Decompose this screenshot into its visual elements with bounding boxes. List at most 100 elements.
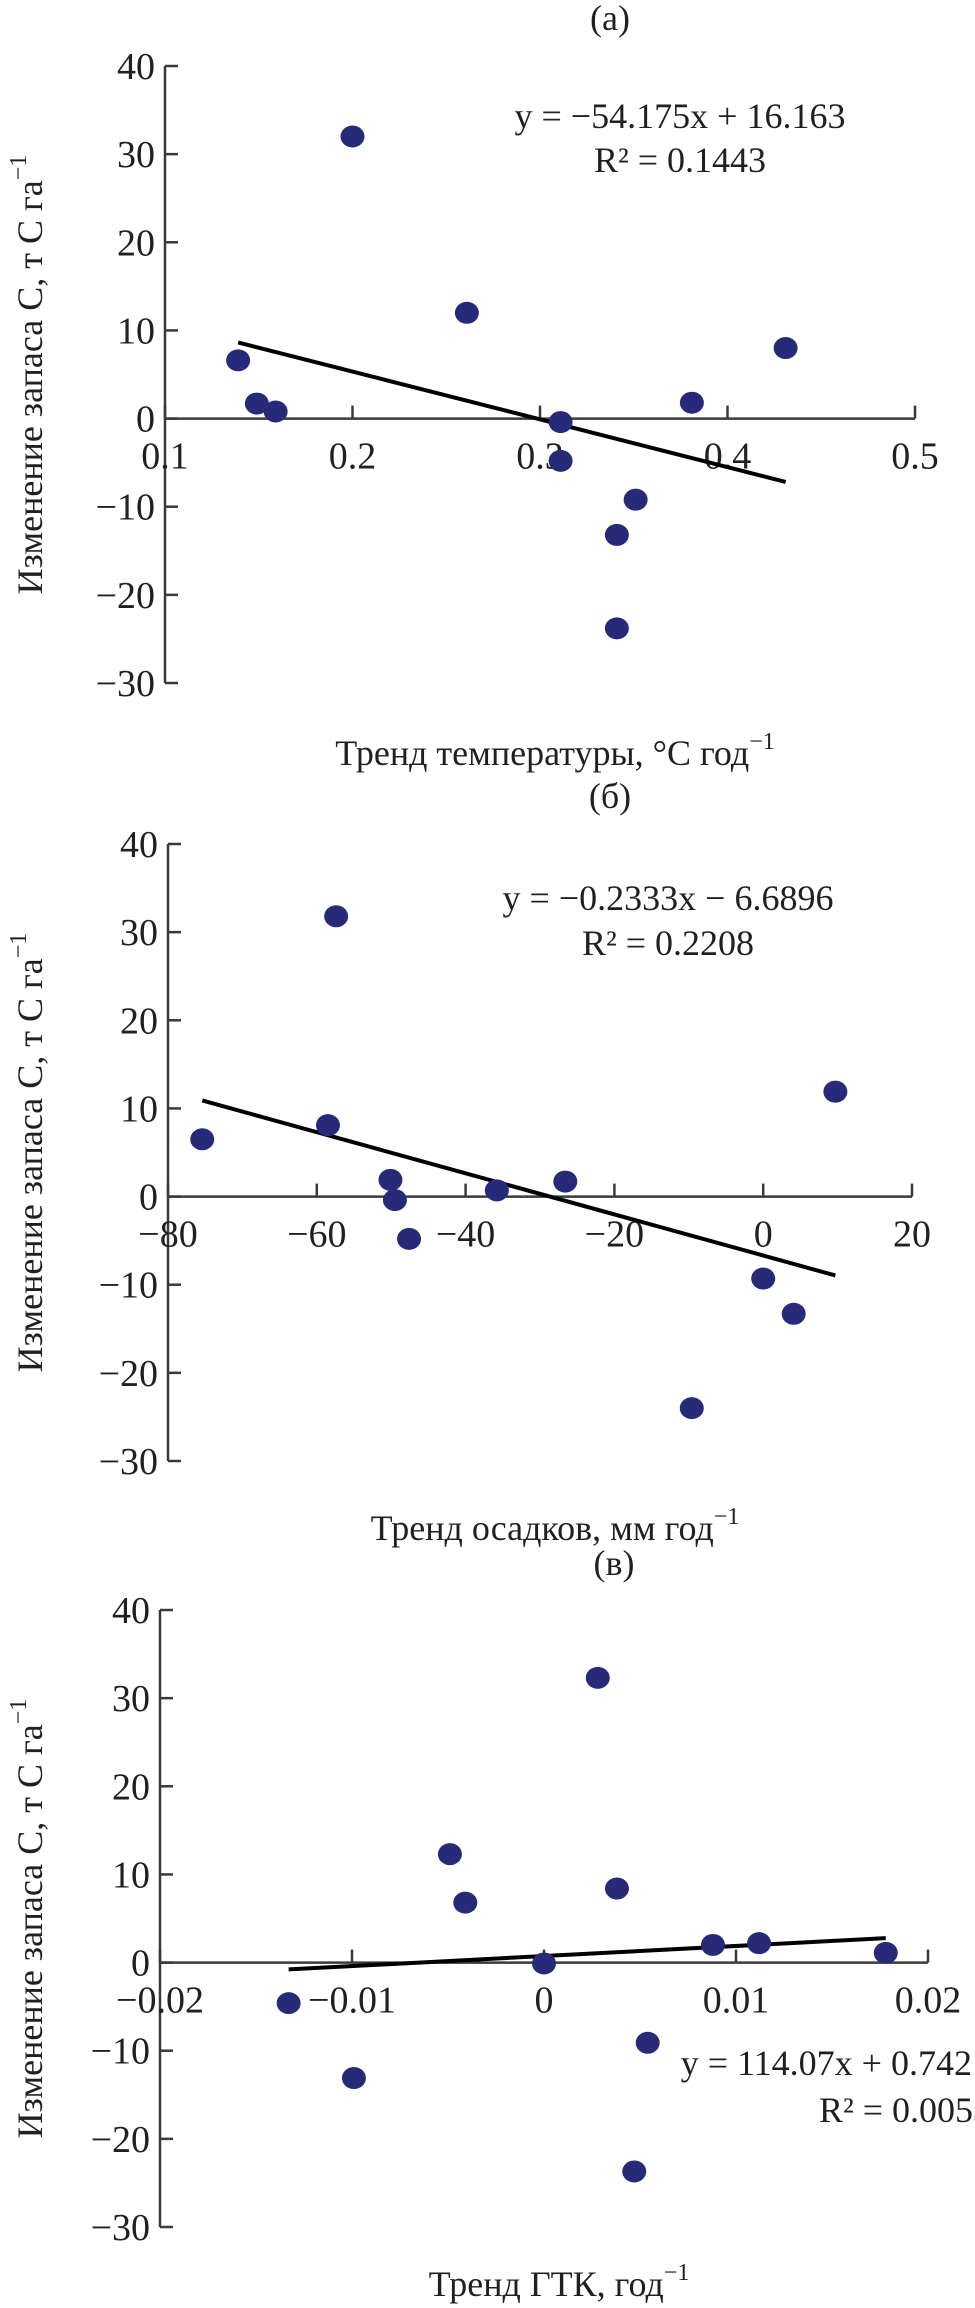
x-tick-label: −0.01	[308, 1980, 396, 2022]
data-point-6	[484, 1179, 509, 1202]
data-point-9	[700, 1933, 725, 1956]
y-tick-label: 40	[112, 1590, 150, 1632]
y-tick-label: 30	[117, 134, 155, 176]
y-tick-label: 20	[112, 1766, 150, 1808]
chart-panel-2: (в) −30 −20 −10 0 10 20 30 40 −0.02 −0.01 0 0.01 0.02…	[6, 1543, 975, 2304]
y-tick-label: 10	[112, 1854, 150, 1896]
x-tick-label: −0.02	[116, 1980, 204, 2022]
y-axis-label-exponent: −1	[6, 1699, 32, 1725]
x-tick-label: −80	[138, 1214, 197, 1256]
data-point-1	[341, 2067, 366, 2090]
trend-line	[288, 1936, 886, 1972]
y-tick-label: 30	[120, 912, 158, 954]
data-point-2	[437, 1843, 462, 1866]
data-point-9	[751, 1267, 776, 1290]
x-tick-label: 0.1	[141, 436, 189, 478]
data-point-4	[454, 301, 479, 324]
y-tick-label: 0	[139, 1177, 158, 1219]
y-axis-label: Изменение запаса С, т С га−1	[6, 155, 50, 595]
data-point-7	[623, 488, 648, 511]
x-tick-label: 0.5	[891, 436, 939, 478]
data-point-11	[873, 1941, 898, 1964]
x-tick-label: 0.2	[329, 436, 377, 478]
data-point-3	[340, 125, 365, 148]
x-axis-label: Тренд осадков, мм год−1	[371, 1504, 740, 1548]
y-tick-label: −10	[99, 1265, 158, 1307]
y-tick-label: −20	[91, 2119, 150, 2161]
x-axis-label-text: Тренд ГТК, год	[429, 2264, 664, 2304]
y-axis-label-exponent: −1	[6, 933, 32, 959]
data-point-8	[635, 2031, 660, 2054]
x-tick-label: −60	[287, 1214, 346, 1256]
y-axis-label-text: Изменение запаса С, т С га	[10, 180, 50, 594]
y-axis-label: Изменение запаса С, т С га−1	[6, 1699, 50, 2139]
panel-title: (а)	[590, 0, 630, 38]
data-point-9	[604, 617, 629, 640]
data-point-5	[585, 1666, 610, 1689]
y-tick-label: −30	[99, 1441, 158, 1483]
data-point-3	[453, 1891, 478, 1914]
y-tick-label: 40	[120, 824, 158, 866]
data-point-8	[679, 1397, 704, 1420]
data-point-7	[622, 2160, 647, 2183]
data-point-5	[397, 1227, 422, 1250]
x-axis-label: Тренд температуры, °С год−1	[335, 729, 775, 773]
trend-line	[201, 1098, 836, 1278]
x-axis-label: Тренд ГТК, год−1	[429, 2260, 690, 2304]
r-squared: R² = 0.0053	[819, 2090, 975, 2130]
y-axis-label: Изменение запаса С, т С га−1	[6, 933, 50, 1373]
r-squared: R² = 0.2208	[582, 923, 754, 963]
y-tick-label: 0	[136, 399, 155, 441]
data-point-2	[263, 400, 288, 423]
data-point-1	[315, 1114, 340, 1137]
y-axis-label-text: Изменение запаса С, т С га	[10, 958, 50, 1372]
panel-title: (в)	[594, 1543, 635, 1583]
y-tick-label: −10	[91, 2031, 150, 2073]
regression-equation: y = −54.175x + 16.163	[515, 96, 846, 136]
x-tick-label: 0	[754, 1214, 773, 1256]
r-squared: R² = 0.1443	[594, 140, 766, 180]
x-axis-label-text: Тренд осадков, мм год	[371, 1508, 714, 1548]
x-axis-label-exponent: −1	[749, 729, 775, 755]
y-tick-label: 20	[120, 1000, 158, 1042]
y-axis-label-exponent: −1	[6, 155, 32, 181]
data-point-0	[190, 1128, 215, 1151]
y-tick-label: −20	[96, 575, 155, 617]
y-tick-label: 0	[131, 1943, 150, 1985]
data-point-0	[276, 1992, 301, 2015]
x-tick-label: 0.02	[895, 1980, 962, 2022]
y-tick-label: 20	[117, 222, 155, 264]
data-point-3	[378, 1168, 403, 1191]
y-tick-label: −30	[96, 663, 155, 705]
data-point-10	[747, 1932, 772, 1955]
y-tick-label: −10	[96, 487, 155, 529]
data-point-10	[781, 1302, 806, 1325]
y-tick-label: −20	[99, 1353, 158, 1395]
data-point-7	[553, 1170, 578, 1193]
y-tick-label: 10	[117, 310, 155, 352]
trend-line	[237, 340, 787, 484]
data-point-11	[823, 1080, 848, 1103]
x-tick-label: 0.01	[703, 1980, 770, 2022]
data-point-8	[604, 523, 629, 546]
y-axis-label-text: Изменение запаса С, т С га	[10, 1724, 50, 2138]
x-tick-label: −40	[436, 1214, 495, 1256]
x-axis-label-text: Тренд температуры, °С год	[335, 733, 749, 773]
data-point-6	[604, 1877, 629, 1900]
y-tick-label: −30	[91, 2207, 150, 2249]
panel-title: (б)	[589, 776, 631, 816]
y-tick-label: 40	[117, 46, 155, 88]
x-axis-label-exponent: −1	[714, 1504, 740, 1530]
data-point-10	[679, 391, 704, 414]
y-tick-label: 10	[120, 1088, 158, 1130]
y-tick-label: 30	[112, 1678, 150, 1720]
data-point-5	[548, 411, 573, 434]
x-tick-label: 0	[535, 1980, 554, 2022]
data-point-0	[226, 349, 251, 372]
data-point-4	[382, 1189, 407, 1212]
regression-equation: y = −0.2333x − 6.6896	[503, 878, 834, 918]
x-axis-label-exponent: −1	[664, 2260, 690, 2286]
